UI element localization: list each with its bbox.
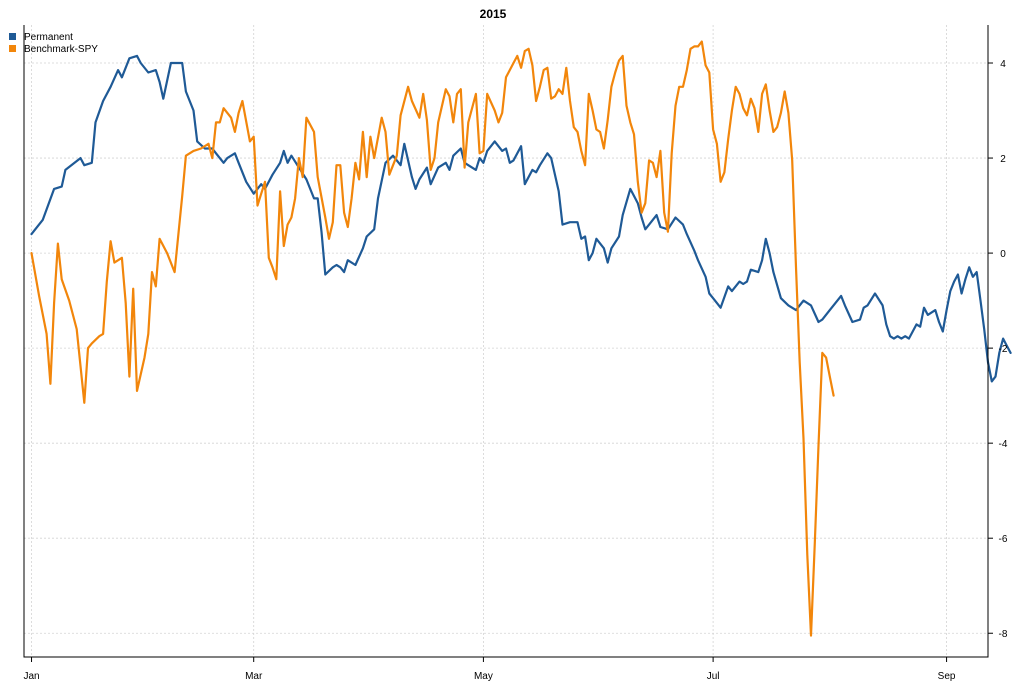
- x-tick-label: Jul: [707, 671, 720, 682]
- legend-label-benchmark-spy: Benchmark-SPY: [24, 44, 98, 55]
- y-tick-label: 2: [1000, 154, 1006, 165]
- y-tick-label: -6: [999, 534, 1008, 545]
- x-tick-label: Mar: [245, 671, 263, 682]
- series-layer: [30, 40, 1012, 637]
- chart-title: 2015: [480, 7, 507, 21]
- series-line-benchmark-spy: [30, 40, 835, 637]
- legend-label-permanent: Permanent: [24, 32, 73, 43]
- grid-layer: [24, 25, 988, 657]
- legend-swatch-benchmark-spy: [9, 45, 16, 52]
- legend: Permanent Benchmark-SPY: [9, 32, 98, 55]
- axis-layer: Jan Mar May Jul Sep -8 -6 -4 -2 0 2 4: [23, 25, 1008, 682]
- x-tick-label: Sep: [938, 671, 956, 682]
- x-tick-label: Jan: [23, 671, 39, 682]
- y-tick-label: 4: [1000, 59, 1006, 70]
- x-tick-label: May: [474, 671, 493, 682]
- y-tick-label: -4: [999, 439, 1008, 450]
- series-line-permanent: [30, 54, 1012, 383]
- y-tick-label: -2: [999, 344, 1008, 355]
- y-tick-label: 0: [1000, 249, 1006, 260]
- y-tick-label: -8: [999, 629, 1008, 640]
- plot-frame: [23, 25, 989, 658]
- legend-swatch-permanent: [9, 33, 16, 40]
